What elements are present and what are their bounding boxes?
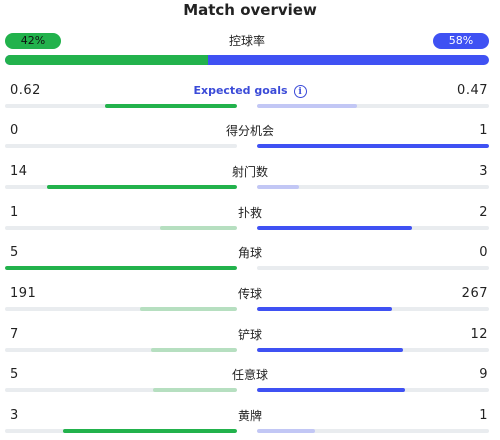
away-stat-fill	[257, 429, 315, 433]
stat-label: 传球	[0, 286, 500, 302]
away-stat-value: 3	[479, 164, 488, 180]
stat-label: 得分机会	[0, 123, 500, 139]
stat-label-text: 得分机会	[226, 124, 274, 138]
away-stat-value: 2	[479, 205, 488, 221]
home-stat-fill	[105, 104, 237, 108]
stat-label-text: 射门数	[232, 165, 268, 179]
home-stat-fill	[160, 226, 237, 230]
away-stat-value: 1	[479, 408, 488, 424]
stat-label-text: 铲球	[238, 328, 262, 342]
home-stat-fill	[151, 348, 237, 352]
stat-row: 5 角球 0	[0, 245, 500, 273]
away-stat-bar	[257, 226, 489, 230]
stat-label-text: 角球	[238, 246, 262, 260]
home-stat-fill	[153, 388, 237, 392]
away-stat-bar	[257, 388, 489, 392]
stat-label[interactable]: Expected goals i	[0, 83, 500, 99]
home-stat-bar	[5, 348, 237, 352]
home-stat-fill	[47, 185, 237, 189]
away-stat-bar	[257, 144, 489, 148]
stat-label: 铲球	[0, 327, 500, 343]
home-stat-bar	[5, 144, 237, 148]
home-stat-bar	[5, 185, 237, 189]
away-stat-bar	[257, 307, 489, 311]
away-stat-fill	[257, 388, 405, 392]
stat-row: 1 扑救 2	[0, 205, 500, 233]
away-stat-value: 0.47	[457, 83, 488, 99]
home-stat-bar	[5, 266, 237, 270]
away-stat-fill	[257, 226, 412, 230]
stat-label: 射门数	[0, 164, 500, 180]
away-stat-fill	[257, 185, 299, 189]
away-possession-badge: 58%	[433, 33, 489, 49]
stat-label-text: 黄牌	[238, 409, 262, 423]
away-stat-bar	[257, 348, 489, 352]
home-stat-bar	[5, 388, 237, 392]
away-stat-fill	[257, 104, 357, 108]
stat-label: 角球	[0, 245, 500, 261]
stat-label-text: 任意球	[232, 368, 268, 382]
stat-label: 扑救	[0, 205, 500, 221]
stat-label-text: 扑救	[238, 206, 262, 220]
stat-label-text: 传球	[238, 287, 262, 301]
away-stat-value: 9	[479, 367, 488, 383]
away-stat-fill	[257, 144, 489, 148]
stat-row: 3 黄牌 1	[0, 408, 500, 436]
stat-label: 黄牌	[0, 408, 500, 424]
stat-label-text: Expected goals	[193, 84, 287, 97]
stat-row: 0 得分机会 1	[0, 123, 500, 151]
possession-bar	[5, 55, 489, 65]
stat-row: 0.62 Expected goals i 0.47	[0, 83, 500, 111]
home-stat-bar	[5, 429, 237, 433]
stat-label: 任意球	[0, 367, 500, 383]
home-possession-fill	[5, 55, 208, 65]
away-stat-value: 0	[479, 245, 488, 261]
away-stat-bar	[257, 429, 489, 433]
home-stat-fill	[63, 429, 237, 433]
away-stat-bar	[257, 266, 489, 270]
stat-row: 191 传球 267	[0, 286, 500, 314]
away-stat-bar	[257, 104, 489, 108]
home-stat-bar	[5, 307, 237, 311]
home-stat-bar	[5, 226, 237, 230]
home-stat-bar	[5, 104, 237, 108]
away-stat-value: 12	[470, 327, 488, 343]
possession-label: 控球率	[5, 33, 489, 49]
stat-row: 5 任意球 9	[0, 367, 500, 395]
away-stat-fill	[257, 307, 392, 311]
away-stat-bar	[257, 185, 489, 189]
away-stat-value: 1	[479, 123, 488, 139]
stat-row: 14 射门数 3	[0, 164, 500, 192]
away-stat-value: 267	[462, 286, 488, 302]
stat-row: 7 铲球 12	[0, 327, 500, 355]
possession-header: 42% 控球率 58%	[5, 33, 489, 49]
panel-title: Match overview	[0, 1, 500, 19]
info-icon[interactable]: i	[294, 85, 307, 98]
away-stat-fill	[257, 348, 403, 352]
home-stat-fill	[140, 307, 237, 311]
home-stat-fill	[5, 266, 237, 270]
